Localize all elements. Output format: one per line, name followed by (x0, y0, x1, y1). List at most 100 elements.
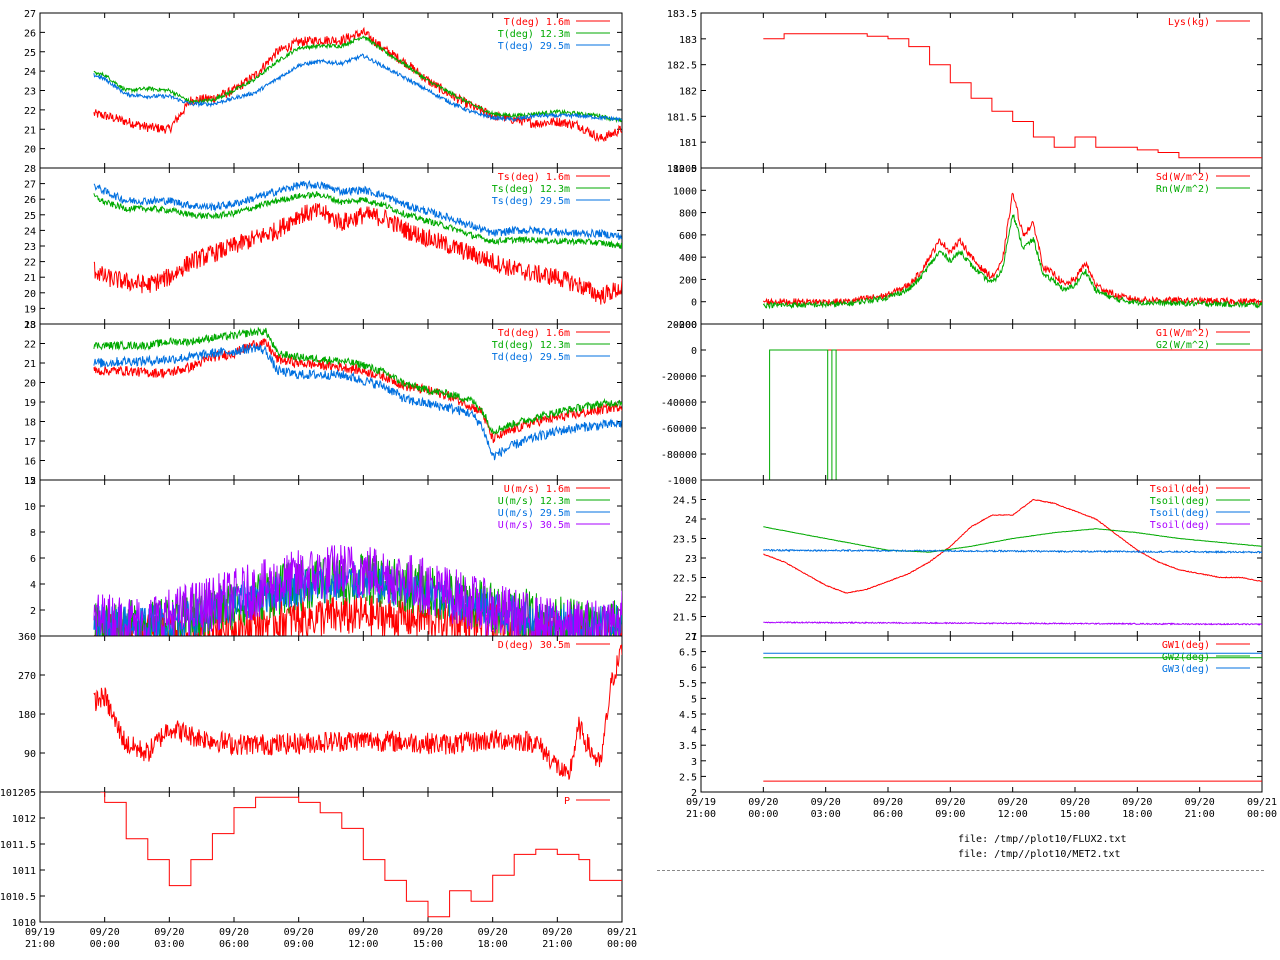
x-tick-time: 00:00 (1247, 809, 1277, 820)
y-tick-label: 28 (24, 164, 36, 175)
legend-label: U(m/s) 29.5m (498, 508, 570, 519)
legend-label: T(deg) 29.5m (498, 41, 570, 52)
y-tick-label: 19 (24, 304, 36, 315)
legend-label: Tsoil(deg) (1150, 496, 1210, 507)
y-tick-label: 1200 (673, 164, 697, 175)
y-tick-label: 6 (30, 554, 36, 565)
y-tick-label: 20 (24, 289, 36, 300)
y-tick-label: 21 (24, 359, 36, 370)
x-tick-date: 09/20 (873, 797, 903, 808)
panel-frame (39, 791, 623, 923)
y-tick-label: 23 (24, 242, 36, 253)
legend-label: Td(deg) 12.3m (492, 340, 570, 351)
x-tick-date: 09/21 (1247, 797, 1277, 808)
legend-label: GW1(deg) (1162, 640, 1210, 651)
y-tick-label: 18 (24, 320, 36, 331)
x-tick-date: 09/20 (1122, 797, 1152, 808)
series-line (763, 548, 1262, 554)
series-line (763, 526, 1262, 553)
y-tick-label: 181 (679, 138, 697, 149)
y-tick-label: 21.5 (673, 613, 697, 624)
x-tick-time: 06:00 (873, 809, 903, 820)
y-tick-label: 1010.5 (0, 892, 36, 903)
legend-label: Td(deg) 1.6m (498, 328, 570, 339)
y-tick-label: 27 (24, 9, 36, 20)
y-tick-label: 5.5 (679, 679, 697, 690)
x-tick-time: 18:00 (1122, 809, 1152, 820)
legend-label: Td(deg) 29.5m (492, 352, 570, 363)
y-tick-label: 101205 (0, 788, 36, 799)
x-tick-time: 00:00 (748, 809, 778, 820)
x-tick-time: 15:00 (413, 939, 443, 950)
series-line (762, 214, 1262, 310)
y-tick-label: 182.5 (667, 61, 697, 72)
x-tick-date: 09/21 (607, 927, 637, 938)
series-line (93, 338, 622, 444)
x-tick-date: 09/20 (748, 797, 778, 808)
y-tick-label: 21 (24, 125, 36, 136)
x-tick-time: 09:00 (935, 809, 965, 820)
x-tick-date: 09/20 (998, 797, 1028, 808)
panel-frame (39, 635, 623, 793)
x-tick-time: 09:00 (284, 939, 314, 950)
y-tick-label: 22 (24, 258, 36, 269)
y-tick-label: 3 (691, 757, 697, 768)
legend-label: Ts(deg) 29.5m (492, 196, 570, 207)
legend-label: D(deg) 30.5m (498, 640, 570, 651)
y-tick-label: 1012 (12, 814, 36, 825)
y-tick-label: 4.5 (679, 710, 697, 721)
panel-frame (700, 12, 1263, 169)
legend-label: U(m/s) 12.3m (498, 496, 570, 507)
y-tick-label: 5 (691, 694, 697, 705)
y-tick-label: -60000 (661, 424, 697, 435)
y-tick-label: 25 (24, 48, 36, 59)
x-tick-time: 21:00 (542, 939, 572, 950)
y-tick-label: 22 (24, 106, 36, 117)
series-line (93, 202, 622, 305)
y-tick-label: 90 (24, 749, 36, 760)
panel-gw: 22.533.544.555.566.5709/1921:0009/2000:0… (679, 632, 1277, 820)
panel-tsoil: 2121.52222.52323.52424.5Tsoil(deg)Tsoil(… (673, 479, 1263, 643)
series-line (100, 792, 622, 918)
x-tick-time: 12:00 (348, 939, 378, 950)
y-tick-label: 1011.5 (0, 840, 36, 851)
y-tick-label: 26 (24, 28, 36, 39)
legend-label: GW2(deg) (1162, 652, 1210, 663)
x-tick-time: 21:00 (686, 809, 716, 820)
y-tick-label: 200 (679, 275, 697, 286)
y-tick-label: 22.5 (673, 574, 697, 585)
y-tick-label: 10 (24, 502, 36, 513)
y-tick-label: -80000 (661, 450, 697, 461)
x-tick-date: 09/20 (1060, 797, 1090, 808)
y-tick-label: 7 (691, 632, 697, 643)
legend-label: G2(W/m^2) (1156, 340, 1210, 351)
legend-label: Tsoil(deg) (1150, 508, 1210, 519)
panel-lys: 180.5 181 181.5 182 182.5 183 183.5 Lys(kg) (667, 9, 1263, 175)
y-tick-label: 360 (18, 632, 36, 643)
y-tick-label: 600 (679, 231, 697, 242)
x-tick-time: 06:00 (219, 939, 249, 950)
x-tick-time: 03:00 (154, 939, 184, 950)
x-tick-time: 21:00 (25, 939, 55, 950)
x-tick-time: 00:00 (607, 939, 637, 950)
series-line (763, 621, 1262, 626)
y-tick-label: 22 (685, 593, 697, 604)
legend-label: GW3(deg) (1162, 664, 1210, 675)
y-tick-label: 4 (30, 580, 36, 591)
legend-label: Tsoil(deg) (1150, 520, 1210, 531)
y-tick-label: 182 (679, 87, 697, 98)
x-tick-time: 00:00 (90, 939, 120, 950)
y-tick-label: 24 (24, 226, 36, 237)
series-line (767, 349, 1262, 480)
y-tick-label: 23 (685, 554, 697, 565)
y-tick-label: 22 (24, 340, 36, 351)
panel-temp: 20 21 22 23 24 25 26 27 T(deg) 1.6mT(deg) 12.3mT… (24, 9, 623, 169)
y-tick-label: 24 (24, 67, 36, 78)
y-tick-label: 2 (30, 606, 36, 617)
legend-label: Rn(W/m^2) (1156, 184, 1210, 195)
x-tick-time: 15:00 (1060, 809, 1090, 820)
y-tick-label: 0 (691, 298, 697, 309)
